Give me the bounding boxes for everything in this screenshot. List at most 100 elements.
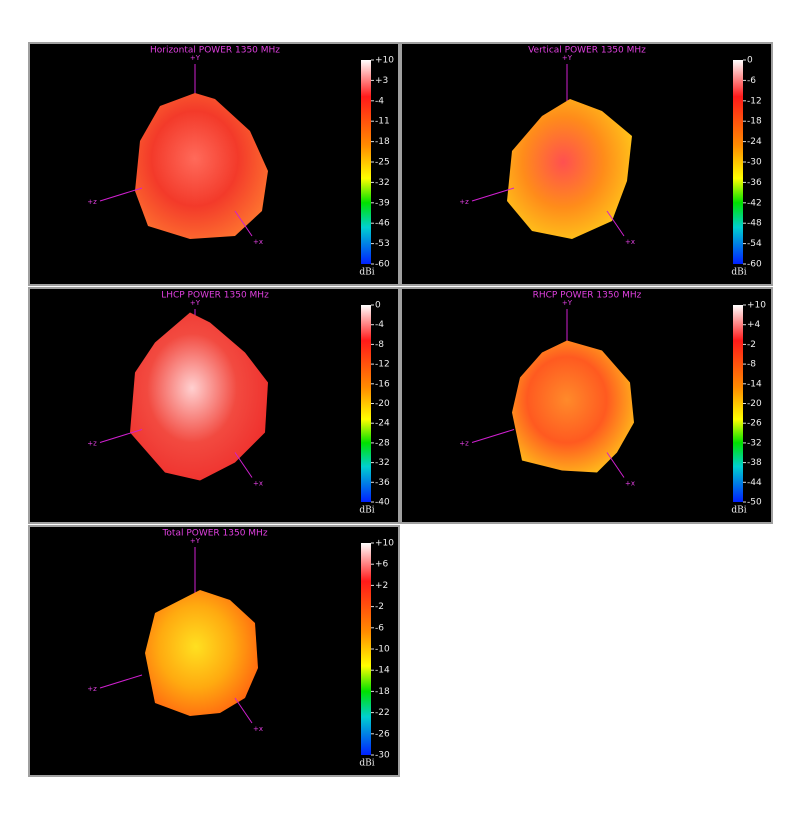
colorbar	[361, 60, 371, 264]
colorbar-tick-label: -32	[747, 438, 762, 448]
axis-x-label: +x	[253, 480, 263, 488]
colorbar-unit: dBi	[731, 506, 746, 516]
colorbar-tick-label: -4	[375, 320, 384, 330]
colorbar-tick-label: -32	[375, 458, 390, 468]
colorbar-tick-label: -48	[747, 219, 762, 229]
pattern-panel: Total POWER 1350 MHz +Y +z +x +10 +6 +2 -2 -6 -10…	[28, 525, 400, 777]
colorbar-tick-label: -10	[375, 645, 390, 655]
colorbar-tick-label: +10	[747, 301, 766, 311]
colorbar-tick-label: -2	[747, 340, 756, 350]
colorbar-tick-label: -16	[375, 379, 390, 389]
colorbar-tick-label: -6	[747, 76, 756, 86]
colorbar-tick-label: -60	[375, 260, 390, 270]
colorbar-tick-label: 0	[375, 301, 381, 311]
x-axis	[606, 210, 625, 237]
colorbar-tick-label: -12	[747, 96, 762, 106]
pattern-panel: RHCP POWER 1350 MHz +Y +z +x +10 +4 -2 -8 -14 -20…	[400, 287, 773, 524]
axis-z-label: +z	[459, 198, 469, 206]
axis-y-label: +Y	[190, 299, 201, 307]
panel-canvas: RHCP POWER 1350 MHz+Y +z +x +10 +4 -2 -8 -14 -20…	[459, 291, 766, 516]
colorbar-tick-label: -38	[747, 458, 762, 468]
pattern-surface	[507, 99, 632, 239]
colorbar-tick-label: -18	[747, 117, 762, 127]
colorbar-tick-label: -12	[375, 360, 390, 370]
axis-x-label: +x	[253, 725, 263, 733]
panel-title: LHCP POWER 1350 MHz	[161, 291, 269, 301]
axis-x-label: +x	[625, 238, 635, 246]
colorbar-tick-label: -18	[375, 137, 390, 147]
colorbar-unit: dBi	[359, 506, 374, 516]
colorbar-tick-label: -36	[747, 178, 762, 188]
colorbar-tick-label: -40	[375, 498, 390, 508]
colorbar-tick-label: -28	[375, 438, 390, 448]
z-axis	[99, 429, 143, 443]
colorbar-tick-label: -32	[375, 178, 390, 188]
pattern-surface	[135, 93, 268, 239]
pattern-surface	[512, 340, 634, 473]
colorbar-tick-label: +4	[747, 320, 761, 330]
colorbar-tick-label: -26	[747, 419, 762, 429]
x-axis	[606, 452, 625, 478]
colorbar-tick-label: 0	[747, 56, 753, 66]
axis-z-label: +z	[87, 440, 97, 448]
pattern-surface	[130, 312, 268, 481]
colorbar-tick-label: +3	[375, 76, 388, 86]
z-axis	[471, 187, 515, 202]
panel-title: Horizontal POWER 1350 MHz	[150, 46, 280, 56]
colorbar-tick-label: -30	[375, 751, 390, 761]
colorbar-tick-label: -36	[375, 478, 390, 488]
panel-canvas: LHCP POWER 1350 MHz+Y +z +x 0 -4 -8 -12 -16 -20 -…	[87, 291, 390, 516]
colorbar-tick-label: -24	[375, 419, 390, 429]
colorbar	[733, 305, 743, 502]
colorbar-tick-label: -20	[747, 399, 762, 409]
panel-canvas: Horizontal POWER 1350 MHz+Y +z +x +10 +3 -4 -1…	[87, 46, 394, 278]
colorbar-tick-label: +10	[375, 56, 394, 66]
z-axis	[99, 187, 143, 202]
colorbar-tick-label: -26	[375, 729, 390, 739]
colorbar-tick-label: -6	[375, 623, 384, 633]
z-axis	[471, 429, 515, 443]
colorbar-tick-label: +10	[375, 539, 394, 549]
panel-title: RHCP POWER 1350 MHz	[533, 291, 642, 301]
axis-x-label: +x	[253, 238, 263, 246]
pattern-panel: Horizontal POWER 1350 MHz +Y +z +x +10 +3 -4 -1…	[28, 42, 400, 286]
colorbar-tick-label: -8	[747, 360, 756, 370]
colorbar-tick-label: -42	[747, 198, 762, 208]
colorbar-tick-label: -22	[375, 708, 390, 718]
colorbar-unit: dBi	[731, 268, 746, 278]
pattern-panel: LHCP POWER 1350 MHz +Y +z +x 0 -4 -8 -12 -16 -20 -…	[28, 287, 400, 524]
colorbar-tick-label: -18	[375, 687, 390, 697]
axis-z-label: +z	[459, 440, 469, 448]
colorbar-tick-label: -4	[375, 96, 384, 106]
axis-x-label: +x	[625, 480, 635, 488]
axis-y-label: +Y	[562, 299, 573, 307]
colorbar	[733, 60, 743, 264]
colorbar-tick-label: -46	[375, 219, 390, 229]
colorbar	[361, 305, 371, 502]
colorbar-unit: dBi	[359, 268, 374, 278]
colorbar-tick-label: -8	[375, 340, 384, 350]
colorbar	[361, 543, 371, 755]
colorbar-tick-label: -2	[375, 602, 384, 612]
colorbar-tick-label: -60	[747, 260, 762, 270]
colorbar-tick-label: -25	[375, 158, 390, 168]
colorbar-tick-label: -30	[747, 158, 762, 168]
panel-canvas: Vertical POWER 1350 MHz+Y +z +x 0 -6 -12 -18 -2…	[459, 46, 762, 278]
panel-canvas: Total POWER 1350 MHz+Y +z +x +10 +6 +2 -2 -6 -10…	[87, 529, 394, 769]
colorbar-tick-label: -14	[747, 379, 762, 389]
colorbar-tick-label: -20	[375, 399, 390, 409]
x-axis	[234, 697, 253, 724]
colorbar-tick-label: -50	[747, 498, 762, 508]
colorbar-unit: dBi	[359, 759, 374, 769]
x-axis	[234, 452, 253, 478]
x-axis	[234, 210, 253, 237]
panel-title: Vertical POWER 1350 MHz	[528, 46, 646, 56]
colorbar-tick-label: -44	[747, 478, 762, 488]
axis-y-label: +Y	[190, 54, 201, 62]
z-axis	[99, 674, 143, 689]
colorbar-tick-label: +6	[375, 560, 389, 570]
axis-z-label: +z	[87, 198, 97, 206]
colorbar-tick-label: -14	[375, 666, 390, 676]
pattern-panel: Vertical POWER 1350 MHz +Y +z +x 0 -6 -12 -18 -2…	[400, 42, 773, 286]
colorbar-tick-label: -39	[375, 198, 390, 208]
